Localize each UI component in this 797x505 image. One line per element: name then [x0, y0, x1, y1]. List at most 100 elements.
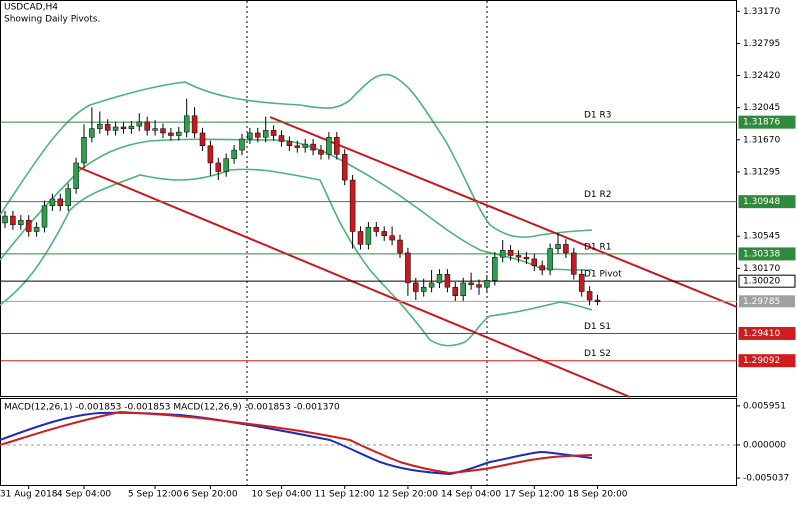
candle-body	[152, 128, 158, 131]
pivot-name: D1 S2	[584, 349, 611, 359]
pivot-label: 1.31876	[743, 118, 780, 128]
candle-body	[270, 130, 277, 136]
pivot-label: 1.30020	[743, 277, 780, 287]
candle-body	[262, 130, 269, 138]
x-tick-label: 14 Sep 04:00	[441, 490, 501, 500]
pivot-label-box	[738, 274, 796, 288]
y-tick-label: 1.31295	[743, 167, 780, 177]
candle-body	[2, 215, 8, 224]
pivot-label: 1.29410	[743, 329, 780, 339]
pivot-name: D1 R3	[584, 111, 612, 121]
candle-body	[65, 188, 71, 207]
candle-body	[199, 132, 206, 147]
candle-body	[255, 132, 261, 138]
x-tick-label: 4 Sep 04:00	[57, 490, 112, 500]
pivot-label-box	[738, 354, 796, 368]
current-price-label: 1.29785	[743, 297, 780, 307]
y-tick-label: 1.30545	[743, 232, 780, 242]
x-tick-label: 17 Sep 12:00	[504, 490, 564, 500]
candle-body	[278, 135, 285, 142]
candle-body	[302, 143, 308, 148]
candle-body	[381, 231, 387, 237]
candle-body	[578, 274, 585, 292]
middle-band	[0, 138, 593, 271]
signal-line	[0, 410, 593, 475]
bollinger-bands	[0, 73, 593, 347]
candle-body	[176, 131, 182, 136]
y-tick-label: 1.30170	[743, 264, 780, 274]
candle-body	[594, 299, 601, 302]
upper-band	[0, 73, 593, 238]
candle-body	[128, 125, 135, 129]
candle-body	[318, 149, 324, 155]
candle-body	[484, 280, 490, 288]
candle-body	[239, 138, 245, 151]
pivot-name: D1 R2	[584, 190, 612, 200]
chart-title: USDCAD,H4	[4, 3, 58, 13]
candle-body	[476, 284, 482, 288]
candle-body	[104, 124, 111, 131]
candle-body	[531, 258, 538, 267]
x-tick-label: 12 Sep 20:00	[378, 490, 438, 500]
current-price-box	[739, 295, 795, 308]
macd-frame	[0, 398, 737, 486]
x-tick-label: 6 Sep 20:00	[183, 490, 238, 500]
candle-body	[492, 256, 498, 281]
candle-body	[365, 226, 372, 245]
candle-body	[286, 141, 293, 147]
chart-subtitle: Showing Daily Pivots.	[4, 15, 100, 25]
candle-body	[349, 179, 356, 232]
candle-body	[207, 145, 214, 164]
candle-body	[168, 132, 174, 136]
pivot-label: 1.30948	[743, 197, 780, 207]
candle-body	[136, 121, 143, 127]
candle-body	[499, 250, 506, 258]
trend-channel	[77, 116, 738, 398]
candle-body	[310, 143, 316, 151]
candle-body	[231, 149, 237, 159]
main-frame	[0, 0, 737, 397]
x-tick-label: 31 Aug 2018	[0, 490, 58, 500]
candle-body	[334, 136, 340, 155]
channel-lower	[77, 166, 631, 398]
candle-body	[357, 231, 364, 245]
candle-body	[215, 162, 222, 172]
candle-body	[420, 286, 427, 292]
pivot-label: 1.30338	[743, 249, 780, 259]
candle-body	[452, 286, 459, 297]
pivot-name: D1 S1	[584, 322, 611, 332]
candle-body	[73, 162, 79, 189]
candle-body	[413, 282, 419, 292]
y-tick-label: 1.32795	[743, 39, 780, 49]
candle-body	[41, 205, 48, 228]
candle-body	[389, 235, 395, 241]
candle-body	[460, 282, 466, 297]
candle-body	[373, 226, 380, 232]
candle-body	[25, 220, 32, 232]
macd-y-tick-label: 0.005951	[743, 401, 786, 411]
candle-body	[247, 132, 253, 140]
candle-body	[120, 126, 127, 129]
macd-y-tick-label: 0.000000	[743, 440, 786, 450]
pivot-label-box	[738, 326, 796, 340]
candle-body	[539, 265, 545, 271]
pivot-label: 1.29092	[743, 356, 780, 366]
candle-body	[49, 198, 56, 207]
y-tick-label: 1.32420	[743, 71, 780, 81]
x-tick-label: 11 Sep 12:00	[315, 490, 375, 500]
candle-body	[563, 244, 569, 254]
candle-body	[341, 154, 348, 181]
candle-body	[97, 124, 103, 129]
candle-body	[436, 274, 443, 284]
candle-body	[89, 128, 95, 138]
candle-body	[444, 274, 451, 288]
candle-body	[81, 136, 87, 164]
pivot-name: D1 Pivot	[584, 270, 622, 280]
candle-body	[326, 136, 332, 155]
candle-body	[586, 291, 593, 301]
pivot-label-box	[738, 195, 796, 209]
candle-body	[507, 250, 514, 256]
candle-body	[294, 145, 301, 148]
macd-y-tick-label: -0.005037	[743, 474, 789, 484]
